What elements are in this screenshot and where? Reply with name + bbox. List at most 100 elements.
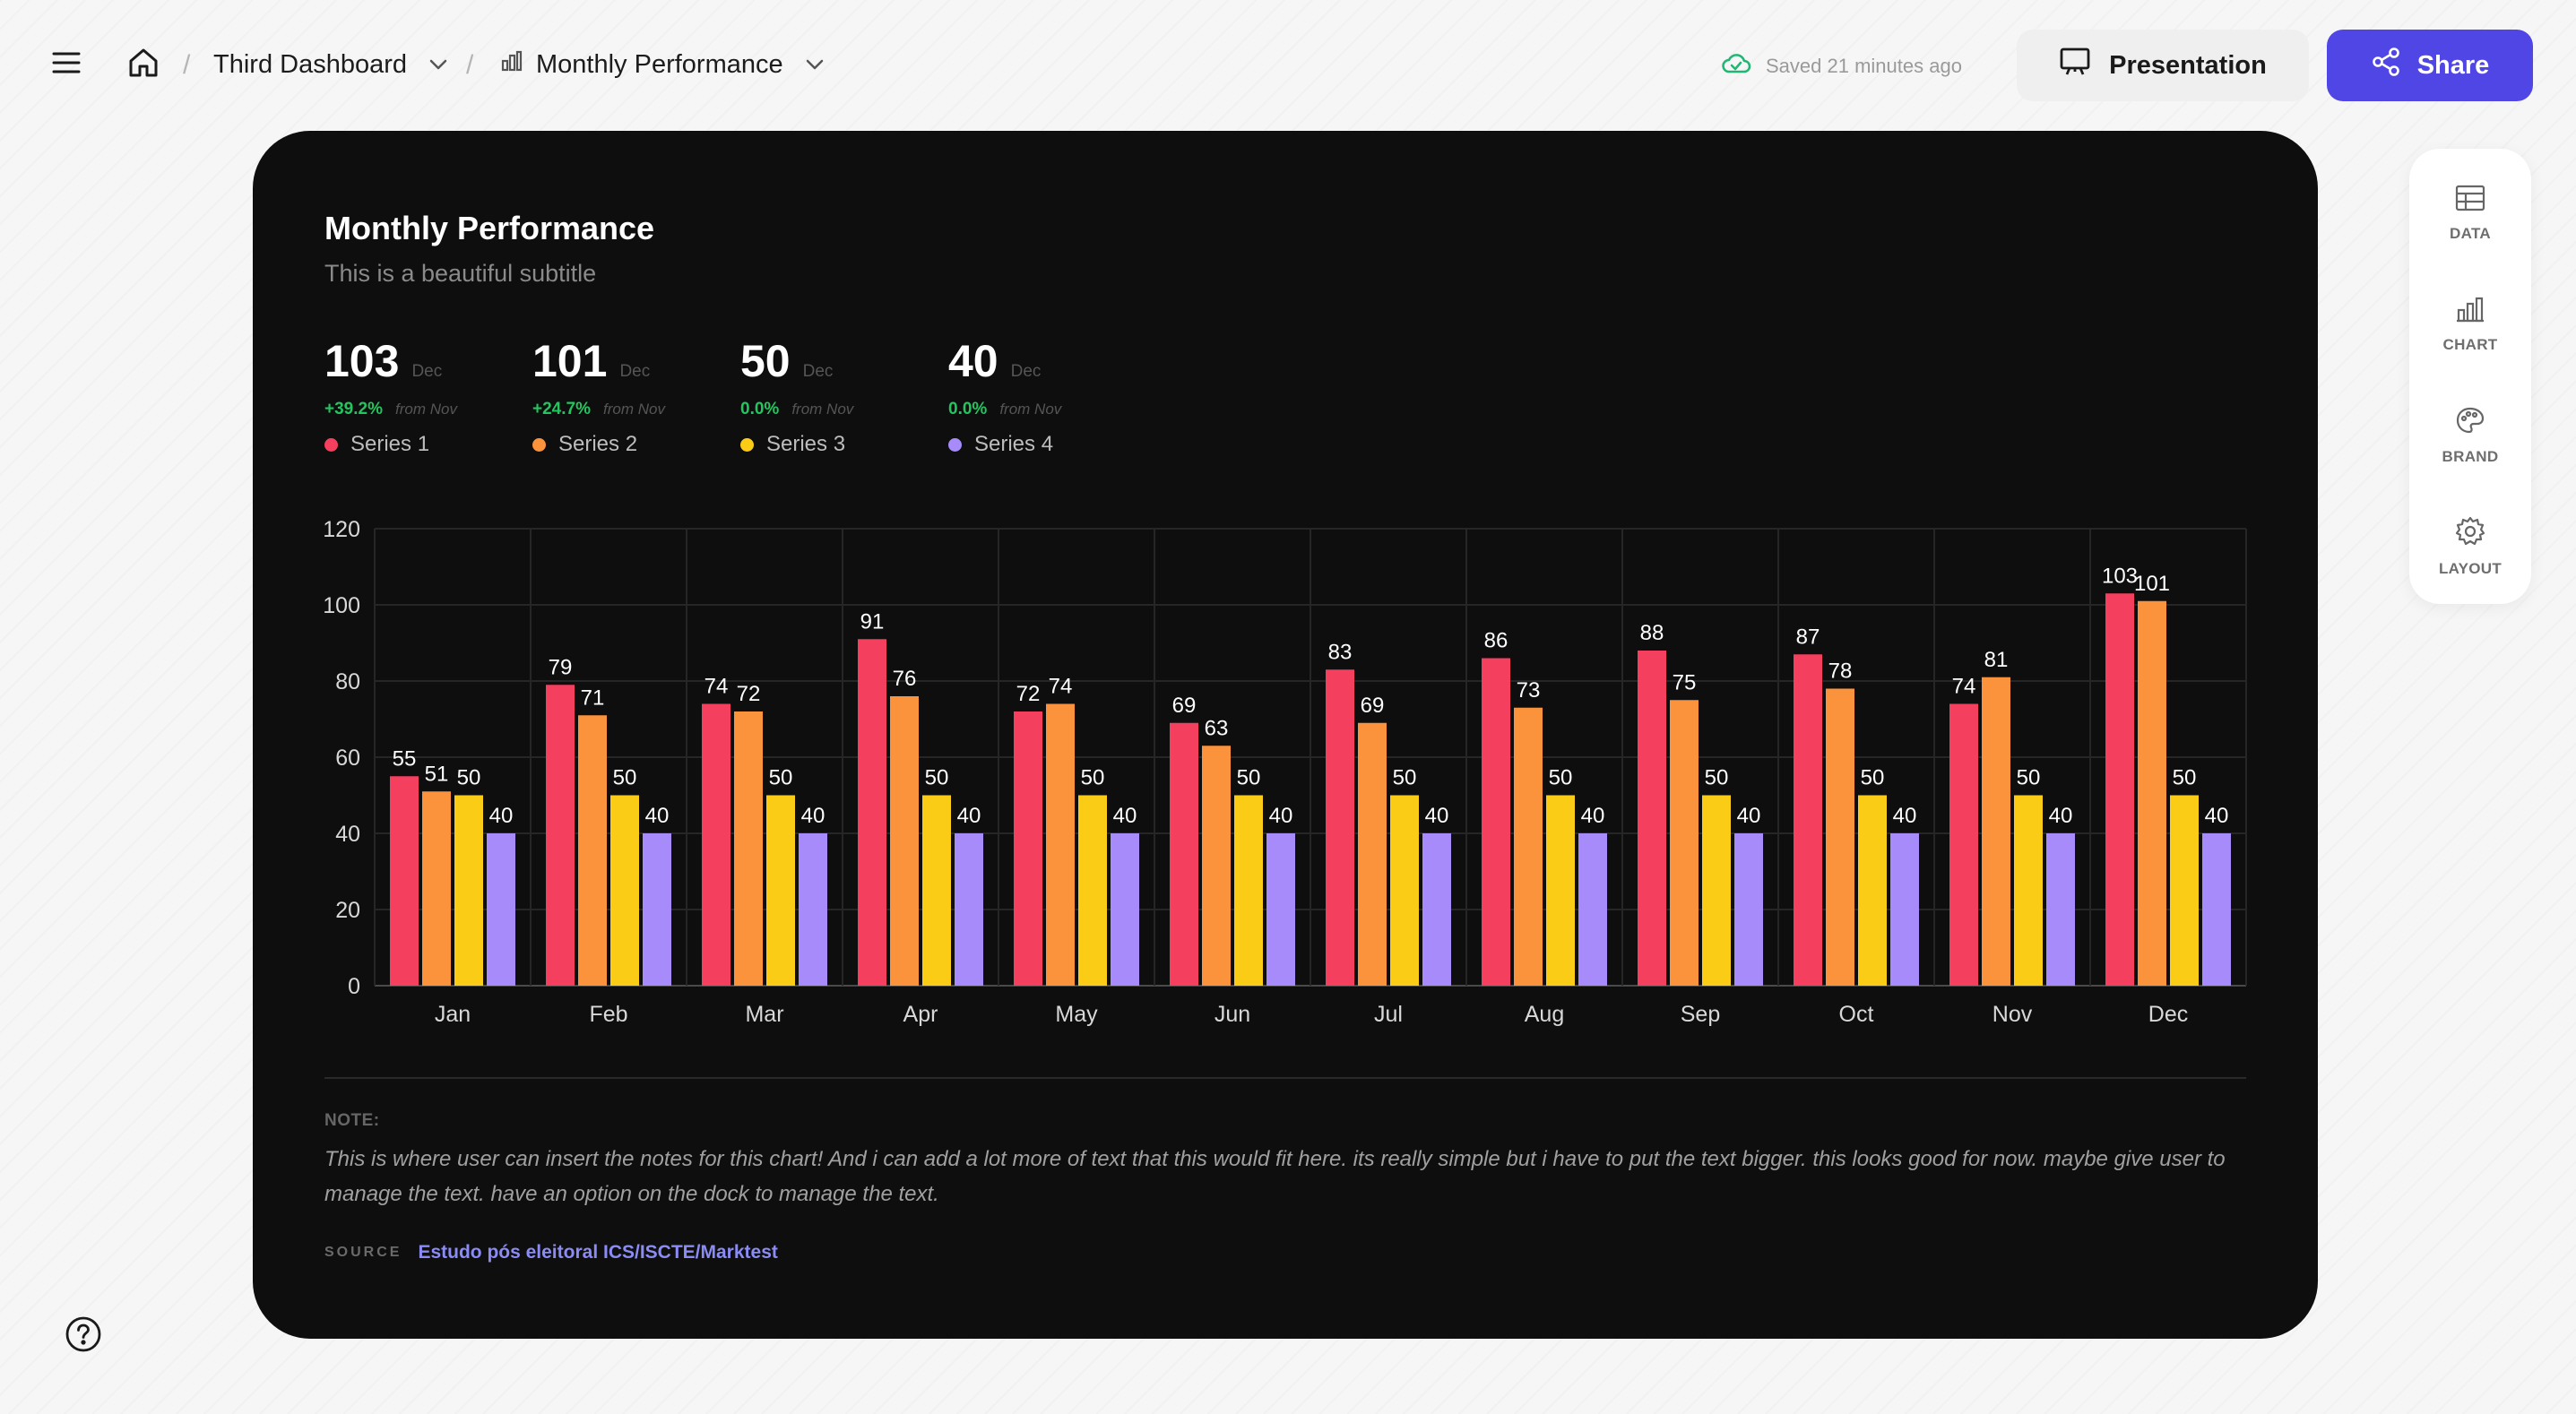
data-label: 40 [1113,804,1137,828]
bar[interactable] [1170,722,1198,986]
legend-item[interactable]: Series 4 [948,432,1163,457]
bar[interactable] [1390,795,1419,987]
chart-title[interactable]: Monthly Performance [324,210,655,246]
bar[interactable] [2202,833,2231,986]
legend-item[interactable]: Series 1 [324,432,540,457]
bar[interactable] [1234,795,1263,987]
bar[interactable] [1514,707,1543,986]
bar[interactable] [643,833,671,986]
dock-item-layout[interactable]: LAYOUT [2409,502,2531,591]
bar[interactable] [1111,833,1139,986]
dock-item-brand[interactable]: BRAND [2409,391,2531,480]
x-tick-label: Oct [1839,1002,1874,1027]
bar[interactable] [546,685,575,986]
bar[interactable] [487,833,515,986]
bar[interactable] [1266,833,1295,986]
note-text[interactable]: This is where user can insert the notes … [324,1147,2226,1206]
data-label: 76 [893,667,917,691]
kpi-series-3: 50 Dec 0.0% from Nov Series 3 [740,339,955,464]
bar[interactable] [922,795,951,987]
home-icon[interactable] [125,45,161,81]
data-label: 50 [1081,766,1105,790]
bar[interactable] [1670,700,1699,986]
dock-item-data[interactable]: DATA [2409,168,2531,258]
dock-item-chart[interactable]: CHART [2409,280,2531,369]
bar[interactable] [858,639,886,986]
bar[interactable] [1734,833,1763,986]
kpi-delta: 0.0% [948,400,988,418]
data-label: 74 [705,675,729,699]
bar[interactable] [2046,833,2075,986]
source-link[interactable]: Estudo pós eleitoral ICS/ISCTE/Marktest [418,1242,778,1263]
bar[interactable] [2170,795,2199,987]
data-label: 50 [2173,766,2197,790]
bar[interactable] [1326,669,1354,986]
bar[interactable] [422,791,451,986]
divider [324,1077,2246,1079]
breadcrumb-dashboard[interactable]: Third Dashboard [213,47,448,82]
bar[interactable] [702,703,730,987]
dock-item-label: CHART [2442,335,2498,353]
cloud-check-icon [1721,52,1751,81]
presentation-icon [2059,47,2091,84]
bar[interactable] [578,715,607,986]
kpi-from: from Nov [999,401,1062,418]
bar[interactable] [1702,795,1731,987]
data-label: 40 [957,804,981,828]
bar[interactable] [1578,833,1607,986]
bar-chart-icon [500,49,523,80]
kpi-from: from Nov [394,401,457,418]
bar[interactable] [1014,711,1042,986]
bar[interactable] [2105,593,2134,986]
help-icon[interactable] [65,1315,102,1353]
data-label: 51 [425,762,449,786]
bar[interactable] [390,776,419,986]
x-tick-label: Feb [589,1002,627,1027]
data-label: 101 [2134,572,2170,596]
bar[interactable] [1890,833,1919,986]
data-label: 74 [1952,675,1976,699]
bar[interactable] [1046,703,1075,987]
bar[interactable] [1202,746,1231,986]
presentation-button[interactable]: Presentation [2017,30,2309,101]
legend-label: Series 2 [558,432,638,456]
bar[interactable] [766,795,795,987]
menu-icon[interactable] [50,47,82,79]
share-button[interactable]: Share [2327,30,2533,101]
breadcrumb-page[interactable]: Monthly Performance [500,47,825,82]
bar[interactable] [1546,795,1575,987]
legend-label: Series 4 [974,432,1054,456]
bar[interactable] [1858,795,1887,987]
bar[interactable] [610,795,639,987]
dock-item-label: BRAND [2442,447,2499,465]
bar[interactable] [1949,703,1978,987]
data-label: 78 [1828,660,1853,684]
bar[interactable] [1826,688,1854,987]
chart-subtitle[interactable]: This is a beautiful subtitle [324,260,597,287]
bar-chart: 0 20 40 60 80 100 120 55 51 50 40 Jan 79 71 50 40 Feb 74 7… [323,517,2247,1027]
bar[interactable] [1078,795,1107,987]
bar[interactable] [1422,833,1451,986]
bar[interactable] [454,795,483,987]
bar[interactable] [1794,654,1822,986]
x-tick-label: Nov [1993,1002,2033,1027]
kpi-delta: +24.7% [532,400,591,418]
data-label: 40 [1269,804,1293,828]
x-tick-label: Apr [903,1002,938,1027]
bar[interactable] [1982,677,2010,986]
bar[interactable] [734,711,763,986]
legend-item[interactable]: Series 2 [532,432,748,457]
bar[interactable] [955,833,983,986]
data-label: 69 [1361,694,1385,718]
bar[interactable] [2014,795,2043,987]
bar[interactable] [890,696,919,986]
bar[interactable] [1482,658,1510,987]
bar[interactable] [799,833,827,986]
data-label: 86 [1484,629,1508,653]
data-label: 40 [1581,804,1605,828]
kpi-delta: +39.2% [324,400,383,418]
legend-item[interactable]: Series 3 [740,432,955,457]
bar[interactable] [1638,651,1666,986]
bar[interactable] [2138,600,2166,986]
bar[interactable] [1358,722,1387,986]
